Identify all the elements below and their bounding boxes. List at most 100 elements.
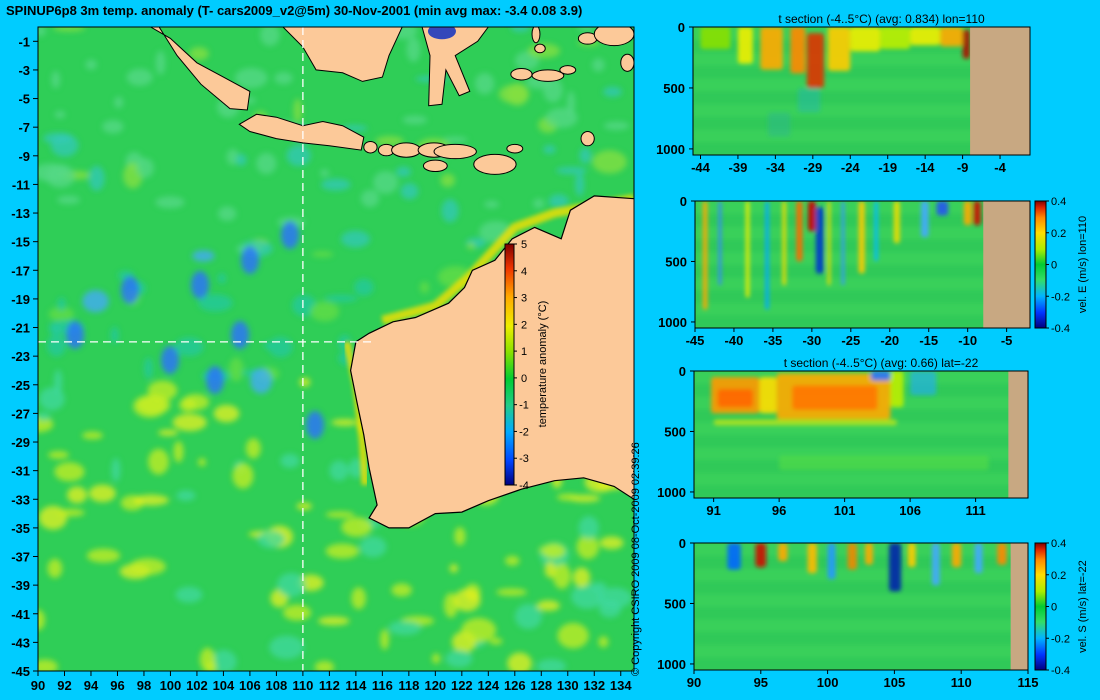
section-frame (694, 200, 1031, 329)
map-frame (37, 26, 635, 672)
x-tick-label: -35 (764, 333, 783, 348)
colorbar-tick-label: 0.4 (1051, 196, 1066, 208)
x-tick-label: 104 (213, 678, 235, 693)
copyright-notice: © Copyright CSIRO 2009 08-Oct-2009 02:39… (630, 442, 642, 676)
x-tick-label: 112 (319, 678, 340, 693)
x-tick-label: -30 (802, 333, 821, 348)
land-island (422, 159, 448, 173)
section-frame (693, 370, 1029, 499)
colorbar-tick-label: -0.4 (1051, 665, 1070, 677)
section-field (694, 371, 1028, 498)
colorbar-tick-label: 0.2 (1051, 228, 1066, 240)
x-tick-label: 120 (424, 678, 446, 693)
land-island (620, 53, 634, 72)
section-field (693, 27, 1030, 155)
y-tick-label: 500 (664, 596, 686, 611)
y-tick-label: -43 (11, 635, 30, 650)
x-tick-label: 95 (754, 675, 768, 690)
x-tick-label: 110 (292, 678, 313, 693)
map-colorbar (504, 243, 515, 486)
section-land (1008, 371, 1028, 498)
y-tick-label: -9 (18, 149, 30, 164)
x-tick-label: 102 (186, 678, 208, 693)
x-tick-label: 126 (504, 678, 526, 693)
y-tick-label: -11 (12, 177, 30, 192)
x-tick-label: -25 (841, 333, 860, 348)
colorbar-tick-label: 0 (521, 373, 527, 385)
colorbar-tick-label: 2 (521, 319, 527, 331)
x-tick-label: 115 (1018, 675, 1039, 690)
section-colorbar (1034, 200, 1047, 329)
x-tick-label: -10 (958, 333, 977, 348)
colorbar-tick-label: 1 (521, 346, 527, 358)
y-tick-label: 0 (679, 364, 686, 379)
section-field (695, 201, 1030, 328)
colorbar-tick-label: -0.4 (1051, 323, 1070, 335)
x-tick-label: -34 (766, 160, 786, 175)
colorbar-tick-label: 0 (1051, 602, 1057, 614)
colorbar-tick-label: -2 (519, 426, 529, 438)
y-tick-label: -27 (11, 406, 30, 421)
y-tick-label: -35 (11, 521, 30, 536)
x-tick-label: 96 (772, 503, 786, 518)
x-tick-label: 111 (965, 503, 985, 518)
land-island (473, 153, 517, 175)
y-tick-label: 500 (665, 254, 687, 269)
y-tick-label: -29 (11, 435, 30, 450)
x-tick-label: 98 (137, 678, 151, 693)
y-tick-label: 0 (680, 194, 687, 209)
map-panel: 90 92 94 96 98 100 102 104 106 108 110 112 114 116 118… (11, 26, 635, 693)
colorbar-tick-label: 3 (521, 293, 527, 305)
section-land (1010, 543, 1028, 670)
y-tick-label: 0 (678, 20, 685, 35)
land-island (433, 143, 477, 160)
land-island (593, 27, 634, 47)
land-island (580, 130, 595, 147)
x-tick-label: 90 (31, 678, 45, 693)
y-tick-label: -41 (11, 607, 30, 622)
y-tick-label: -5 (18, 92, 30, 107)
colorbar-tick-label: -1 (519, 400, 529, 412)
x-tick-label: -14 (916, 160, 936, 175)
x-tick-label: 106 (239, 678, 261, 693)
y-tick-label: -37 (11, 550, 30, 565)
section-colorbar (1034, 542, 1047, 671)
x-tick-label: -45 (686, 333, 705, 348)
colorbar-tick-label: 0 (1051, 260, 1057, 272)
section-frame (693, 542, 1029, 671)
y-tick-label: -19 (11, 292, 30, 307)
x-tick-label: -5 (1001, 333, 1013, 348)
land-island (559, 65, 577, 75)
y-tick-label: -21 (11, 321, 30, 336)
land-sumatra (130, 27, 251, 111)
x-tick-label: 92 (57, 678, 71, 693)
colorbar-label: vel. S (m/s) lat=-22 (1077, 560, 1089, 653)
section-title: t section (-4..5°C) (avg: 0.834) lon=110 (778, 12, 985, 26)
x-tick-label: 114 (345, 678, 367, 693)
section-features (702, 201, 981, 310)
land-island (534, 43, 546, 54)
y-tick-label: -15 (11, 235, 30, 250)
land-island (363, 140, 378, 154)
x-tick-label: 94 (84, 678, 99, 693)
y-tick-label: -7 (18, 120, 30, 135)
y-tick-label: -31 (11, 464, 30, 479)
y-tick-label: 500 (663, 81, 685, 96)
x-tick-label: -44 (691, 160, 711, 175)
section-land (983, 201, 1030, 328)
y-tick-label: -23 (11, 349, 30, 364)
vel-e-section-panel: -45 -40 -35 -30 -25 -20 -15 -10 -5 0 500 1000 0.4 0.2… (658, 194, 1089, 348)
x-tick-label: 128 (530, 678, 552, 693)
y-tick-label: -1 (18, 34, 30, 49)
depth-bands (694, 543, 1028, 670)
x-tick-label: 116 (372, 678, 393, 693)
land-borneo (282, 27, 403, 82)
y-tick-label: -17 (11, 263, 30, 278)
x-tick-label: 96 (110, 678, 124, 693)
land-island (391, 142, 422, 158)
cold-anomaly-patch (427, 27, 456, 40)
y-tick-label: -39 (11, 578, 30, 593)
x-tick-label: -24 (841, 160, 861, 175)
t-section-lon110-panel: -44 -39 -34 -29 -24 -19 -14 -9 -4 0 500 1000 t secti… (656, 12, 1031, 175)
